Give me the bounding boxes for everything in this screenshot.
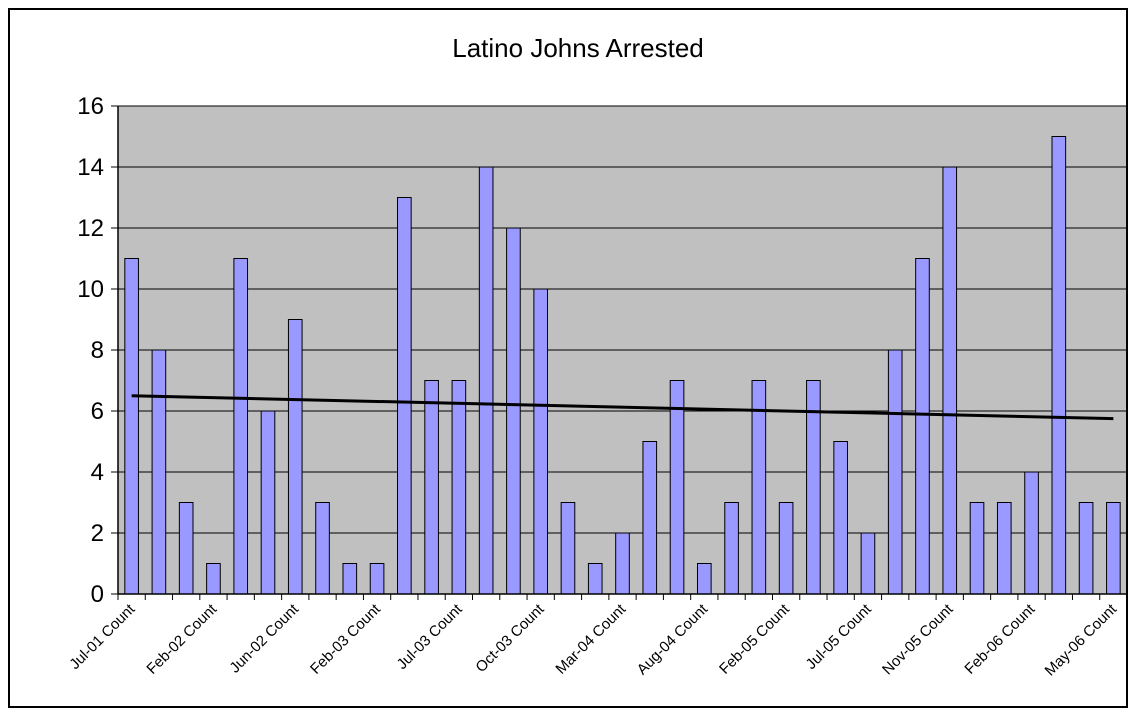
bar [970, 503, 984, 595]
bar [916, 259, 930, 595]
y-tick-label: 0 [91, 581, 104, 608]
bar [725, 503, 739, 595]
x-tick-label: Feb-06 Count [961, 600, 1038, 677]
bar [207, 564, 221, 595]
bar [670, 381, 684, 595]
bar [534, 289, 548, 594]
x-tick-labels: Jul-01 Count Feb-02 Count Jun-02 Count Feb-… [66, 600, 1120, 679]
bar [861, 533, 875, 594]
bar [179, 503, 193, 595]
y-tick-label: 4 [91, 459, 104, 486]
bar [425, 381, 439, 595]
bar [316, 503, 330, 595]
y-tick-label: 6 [91, 398, 104, 425]
bar [643, 442, 657, 595]
bar [697, 564, 711, 595]
bar [398, 198, 412, 595]
y-tick-label: 2 [91, 520, 104, 547]
bar [1079, 503, 1093, 595]
x-tick-label: Jul-05 Count [803, 600, 876, 673]
bar [288, 320, 302, 595]
chart-title: Latino Johns Arrested [452, 33, 704, 63]
x-tick-label: Jun-02 Count [226, 600, 302, 676]
x-tick-label: Feb-02 Count [143, 600, 220, 677]
bar [1052, 137, 1066, 595]
bar [561, 503, 575, 595]
y-tick-label: 16 [77, 93, 104, 120]
y-tick-label: 12 [77, 215, 104, 242]
y-tick-label: 14 [77, 154, 104, 181]
bar [343, 564, 357, 595]
bar [588, 564, 602, 595]
chart-frame: Latino Johns Arrested 0 2 4 6 8 10 12 14 16 Jul-… [8, 8, 1128, 708]
bar [997, 503, 1011, 595]
x-tick-label: May-06 Count [1042, 600, 1121, 679]
x-tick-label: Aug-04 Count [634, 600, 712, 678]
y-tick-label: 8 [91, 337, 104, 364]
x-tick-label: Nov-05 Count [879, 600, 957, 678]
bar [152, 350, 166, 594]
bar [888, 350, 902, 594]
bar [779, 503, 793, 595]
x-tick-label: Oct-03 Count [472, 600, 548, 676]
bar [125, 259, 139, 595]
x-tick-label: Mar-04 Count [552, 600, 629, 677]
x-tick-label: Jul-01 Count [66, 600, 139, 673]
y-tick-label: 10 [77, 276, 104, 303]
bar [752, 381, 766, 595]
bar [943, 167, 957, 594]
x-tick-label: Feb-03 Count [307, 600, 384, 677]
bar [616, 533, 630, 594]
x-tick-label: Feb-05 Count [716, 600, 793, 677]
chart: Latino Johns Arrested 0 2 4 6 8 10 12 14 16 Jul-… [10, 10, 1126, 706]
y-tick-labels: 0 2 4 6 8 10 12 14 16 [77, 93, 104, 608]
x-tick-label: Jul-03 Count [394, 600, 467, 673]
bar [234, 259, 248, 595]
bar [1025, 472, 1039, 594]
bar [261, 411, 275, 594]
bar [1107, 503, 1121, 595]
bar [479, 167, 493, 594]
bar [452, 381, 466, 595]
bar [507, 228, 521, 594]
bar [370, 564, 384, 595]
bar [834, 442, 848, 595]
